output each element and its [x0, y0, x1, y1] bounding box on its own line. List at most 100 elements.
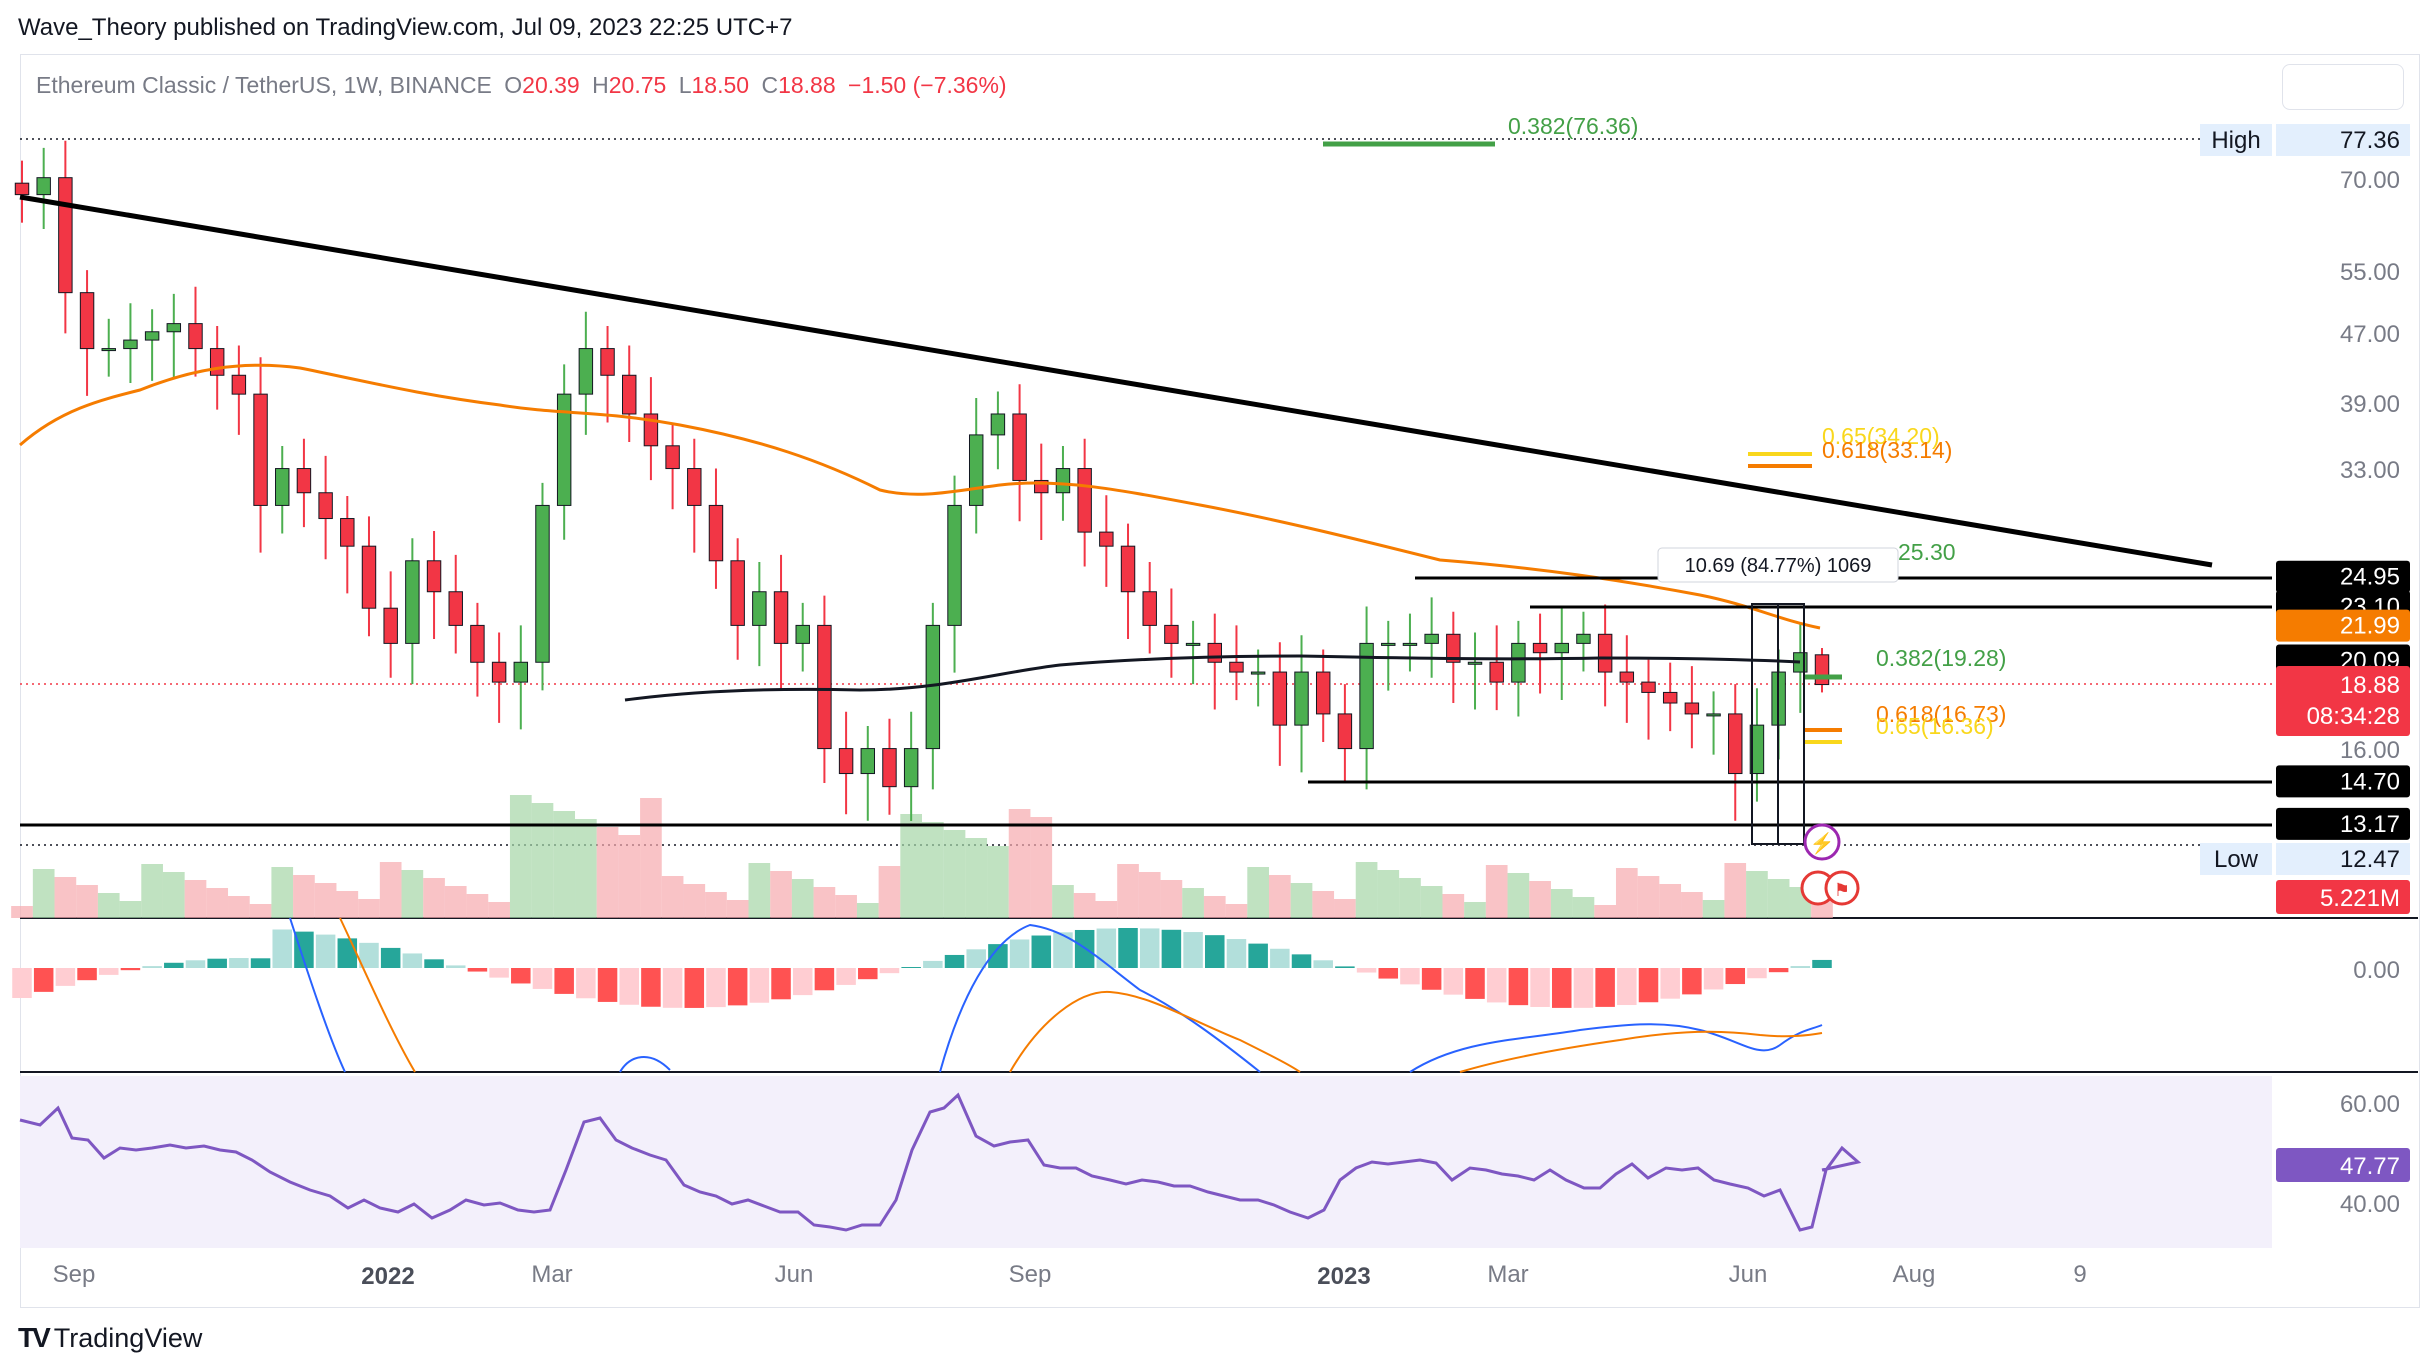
- candle-body: [1337, 713, 1353, 750]
- volume-bar: [423, 878, 445, 918]
- candle-layer: [14, 140, 1830, 822]
- macd-histogram-bar: [1747, 968, 1767, 979]
- macd-histogram-bar: [641, 968, 661, 1007]
- volume-bar: [1420, 886, 1443, 918]
- macd-histogram-bar: [1139, 928, 1160, 968]
- macd-histogram-bar: [1790, 966, 1811, 968]
- candle-body: [1662, 691, 1678, 704]
- low-label: L: [678, 72, 692, 98]
- level-box: [2276, 609, 2410, 642]
- candle-body: [491, 661, 507, 683]
- tradingview-logo-icon: TV: [18, 1322, 51, 1353]
- macd-histogram-bar: [359, 942, 379, 968]
- volume-bar: [1334, 899, 1356, 918]
- macd-histogram-bar: [1573, 968, 1594, 1008]
- candle-body: [665, 445, 680, 470]
- macd-histogram-bar: [1530, 968, 1550, 1007]
- macd-histogram-bar: [1313, 960, 1333, 968]
- candle-body: [947, 504, 962, 626]
- volume-bar: [1052, 885, 1074, 918]
- macd-histogram-bar: [1508, 968, 1529, 1006]
- time-label: Jun: [775, 1261, 814, 1288]
- time-label: Aug: [1893, 1261, 1936, 1288]
- candle-body: [1012, 413, 1027, 481]
- volume-bar: [922, 822, 944, 918]
- fib-0618-upper: 0.618(33.14): [1822, 437, 1952, 463]
- price-axis[interactable]: 70.00 55.00 47.00 39.00 33.00 16.00 0.00…: [2340, 167, 2400, 1218]
- volume-bar: [509, 795, 532, 918]
- candle-body: [1684, 702, 1700, 715]
- candle-body: [708, 504, 724, 562]
- candle-body: [253, 393, 268, 506]
- volume-bar: [1637, 876, 1660, 918]
- candle-body: [556, 393, 572, 506]
- macd-histogram-bar: [771, 968, 791, 1000]
- macd-histogram-bar: [1096, 928, 1117, 968]
- time-label: Sep: [1009, 1261, 1052, 1288]
- macd-histogram-bar: [337, 938, 358, 968]
- publisher-line: Wave_Theory published on TradingView.com…: [18, 14, 793, 41]
- macd-histogram-bar: [1031, 935, 1052, 968]
- volume-bar: [228, 896, 250, 918]
- candle-body: [860, 748, 876, 775]
- fib-065-upper: 0.65(34.20): [1822, 423, 1940, 449]
- time-label: 2022: [361, 1263, 414, 1290]
- volume-bar: [726, 900, 749, 918]
- low-value: 12.47: [2340, 846, 2400, 873]
- rsi-background: [20, 1076, 2272, 1248]
- candle-body: [14, 182, 30, 196]
- tradingview-brand: TradingView: [53, 1322, 203, 1353]
- macd-histogram-bar: [1009, 939, 1030, 968]
- candle-body: [1185, 642, 1201, 646]
- volume-bar: [683, 884, 706, 918]
- macd-histogram-bar: [1356, 968, 1377, 973]
- time-label: Sep: [53, 1261, 96, 1288]
- candle-body: [426, 560, 442, 593]
- tradingview-logo[interactable]: TV TradingView: [18, 1322, 202, 1354]
- volume-bar: [488, 902, 510, 918]
- candle-body: [1749, 724, 1765, 775]
- event-flag-icon-2[interactable]: [1824, 870, 1860, 906]
- candle-body: [296, 468, 312, 494]
- volume-bar: [878, 866, 901, 918]
- candle-body: [990, 413, 1006, 436]
- macd-histogram-bar: [445, 965, 466, 968]
- volume-bar: [379, 862, 402, 918]
- macd-histogram-bar: [1768, 968, 1789, 973]
- chart-toolbar-button[interactable]: [2282, 64, 2404, 110]
- macd-histogram-bar: [858, 968, 878, 980]
- macd-histogram-bar: [576, 968, 596, 999]
- svg-text:⚑: ⚑: [1834, 880, 1850, 900]
- fib-25-30: 25.30: [1898, 539, 1956, 565]
- candle-body: [144, 331, 160, 341]
- event-flash-icon[interactable]: [1803, 823, 1841, 861]
- candle-body: [340, 518, 355, 547]
- volume-bar: [1355, 862, 1378, 918]
- macd-histogram-bar: [185, 960, 206, 968]
- volume-bar: [661, 876, 684, 918]
- candle-body: [361, 545, 377, 609]
- volume-bar: [206, 888, 229, 918]
- macd-histogram-bar: [792, 968, 813, 996]
- fib-0382-lower: 0.382(19.28): [1876, 645, 2006, 671]
- volume-bar: [791, 879, 814, 918]
- candle-body: [166, 323, 182, 333]
- macd-histogram-bar: [380, 947, 401, 968]
- symbol-legend: Ethereum Classic / TetherUS, 1W, BINANCE…: [36, 72, 1007, 99]
- volume-bar: [943, 830, 966, 918]
- candle-body: [470, 624, 485, 663]
- macd-histogram-bar: [1335, 966, 1355, 968]
- macd-histogram-bar: [1703, 968, 1724, 990]
- candle-body: [275, 468, 290, 506]
- candle-body: [1207, 642, 1222, 663]
- macd-histogram-bar: [77, 968, 97, 981]
- svg-text:⚡: ⚡: [1810, 831, 1835, 855]
- volume-bar: [336, 891, 359, 918]
- candle-body: [36, 177, 51, 196]
- time-axis[interactable]: Sep 2022 Mar Jun Sep 2023 Mar Jun Aug 9: [53, 1261, 2087, 1290]
- measure-label: 10.69 (84.77%) 1069: [1685, 555, 1872, 577]
- macd-histogram-bar: [727, 968, 748, 1006]
- macd-histogram-bar: [879, 968, 900, 974]
- volume-bar: [1312, 891, 1335, 918]
